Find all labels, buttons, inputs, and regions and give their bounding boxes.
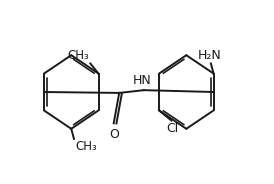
Text: O: O	[109, 128, 119, 141]
Text: HN: HN	[133, 74, 152, 87]
Text: CH₃: CH₃	[67, 49, 89, 62]
Text: Cl: Cl	[167, 122, 179, 135]
Text: H₂N: H₂N	[198, 49, 221, 62]
Text: CH₃: CH₃	[75, 140, 97, 153]
